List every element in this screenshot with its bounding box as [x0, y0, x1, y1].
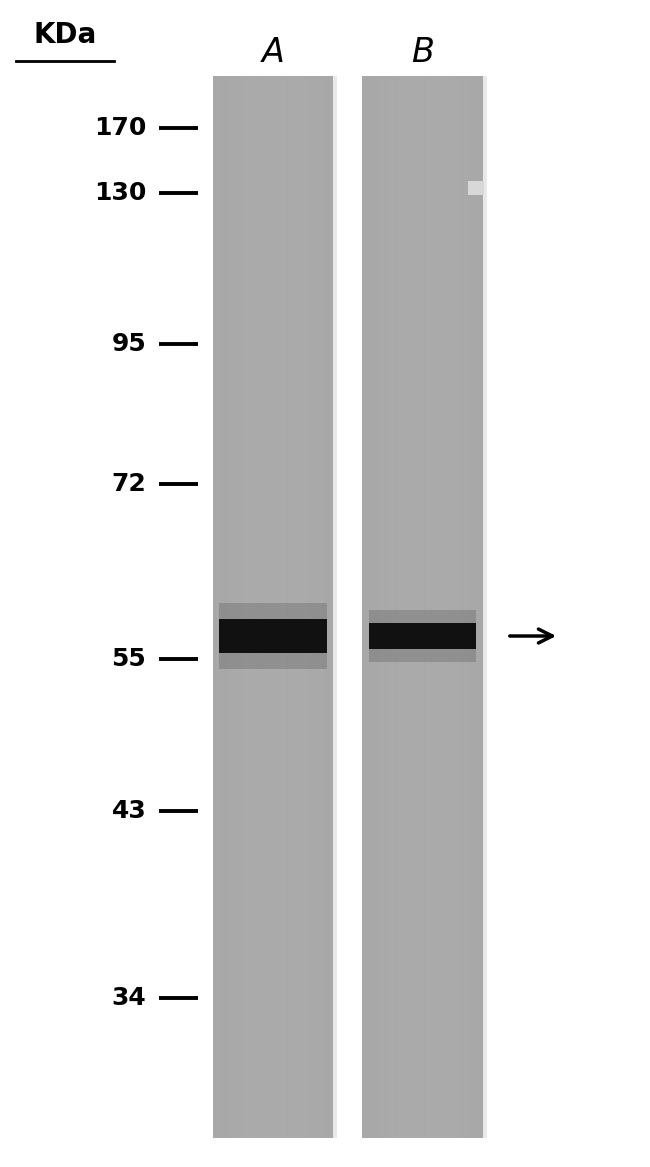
Bar: [412, 76, 416, 1138]
Bar: [217, 76, 221, 1138]
Bar: [292, 76, 296, 1138]
Bar: [300, 76, 304, 1138]
Bar: [466, 76, 470, 1138]
Bar: [220, 602, 327, 620]
Bar: [333, 76, 337, 1138]
Bar: [429, 76, 433, 1138]
Bar: [329, 76, 333, 1138]
Bar: [229, 76, 233, 1138]
Bar: [387, 76, 391, 1138]
Bar: [416, 76, 421, 1138]
Bar: [259, 76, 263, 1138]
Bar: [233, 76, 238, 1138]
Bar: [396, 76, 400, 1138]
Bar: [250, 76, 254, 1138]
Bar: [283, 76, 287, 1138]
Bar: [304, 76, 308, 1138]
Bar: [320, 76, 325, 1138]
Bar: [482, 76, 487, 1138]
Bar: [449, 76, 454, 1138]
Bar: [391, 76, 395, 1138]
Bar: [238, 76, 242, 1138]
Bar: [254, 76, 258, 1138]
Bar: [375, 76, 379, 1138]
Bar: [363, 76, 367, 1138]
Bar: [280, 76, 283, 1138]
Bar: [441, 76, 445, 1138]
Bar: [383, 76, 387, 1138]
Bar: [478, 76, 482, 1138]
Bar: [470, 76, 474, 1138]
Bar: [379, 76, 383, 1138]
Bar: [363, 76, 482, 1138]
Bar: [220, 652, 327, 670]
Bar: [263, 76, 266, 1138]
Bar: [226, 76, 229, 1138]
Bar: [474, 76, 478, 1138]
Bar: [266, 76, 271, 1138]
Bar: [271, 76, 275, 1138]
Bar: [462, 76, 466, 1138]
Bar: [313, 76, 317, 1138]
Bar: [468, 181, 484, 195]
Bar: [308, 76, 312, 1138]
Text: A: A: [261, 36, 285, 69]
Bar: [437, 76, 441, 1138]
Bar: [242, 76, 246, 1138]
Bar: [454, 76, 458, 1138]
Text: 130: 130: [94, 181, 146, 204]
Text: 34: 34: [112, 986, 146, 1009]
Bar: [275, 76, 279, 1138]
Bar: [370, 76, 374, 1138]
Bar: [317, 76, 320, 1138]
Bar: [369, 610, 476, 623]
Bar: [421, 76, 424, 1138]
Bar: [296, 76, 300, 1138]
Text: 43: 43: [112, 799, 146, 823]
Text: 55: 55: [112, 648, 146, 671]
Bar: [325, 76, 329, 1138]
Bar: [221, 76, 225, 1138]
Text: 72: 72: [112, 473, 146, 496]
Bar: [287, 76, 291, 1138]
Bar: [369, 649, 476, 662]
Bar: [433, 76, 437, 1138]
Bar: [213, 76, 333, 1138]
Text: 95: 95: [112, 333, 146, 356]
Bar: [404, 76, 408, 1138]
Bar: [424, 76, 428, 1138]
Bar: [445, 76, 449, 1138]
Text: 170: 170: [94, 117, 146, 140]
Bar: [369, 623, 476, 649]
Bar: [458, 76, 461, 1138]
Bar: [246, 76, 250, 1138]
Text: KDa: KDa: [33, 21, 97, 49]
Bar: [408, 76, 412, 1138]
Bar: [367, 76, 370, 1138]
Bar: [213, 76, 217, 1138]
Bar: [400, 76, 404, 1138]
Text: B: B: [411, 36, 434, 69]
Bar: [220, 620, 327, 652]
